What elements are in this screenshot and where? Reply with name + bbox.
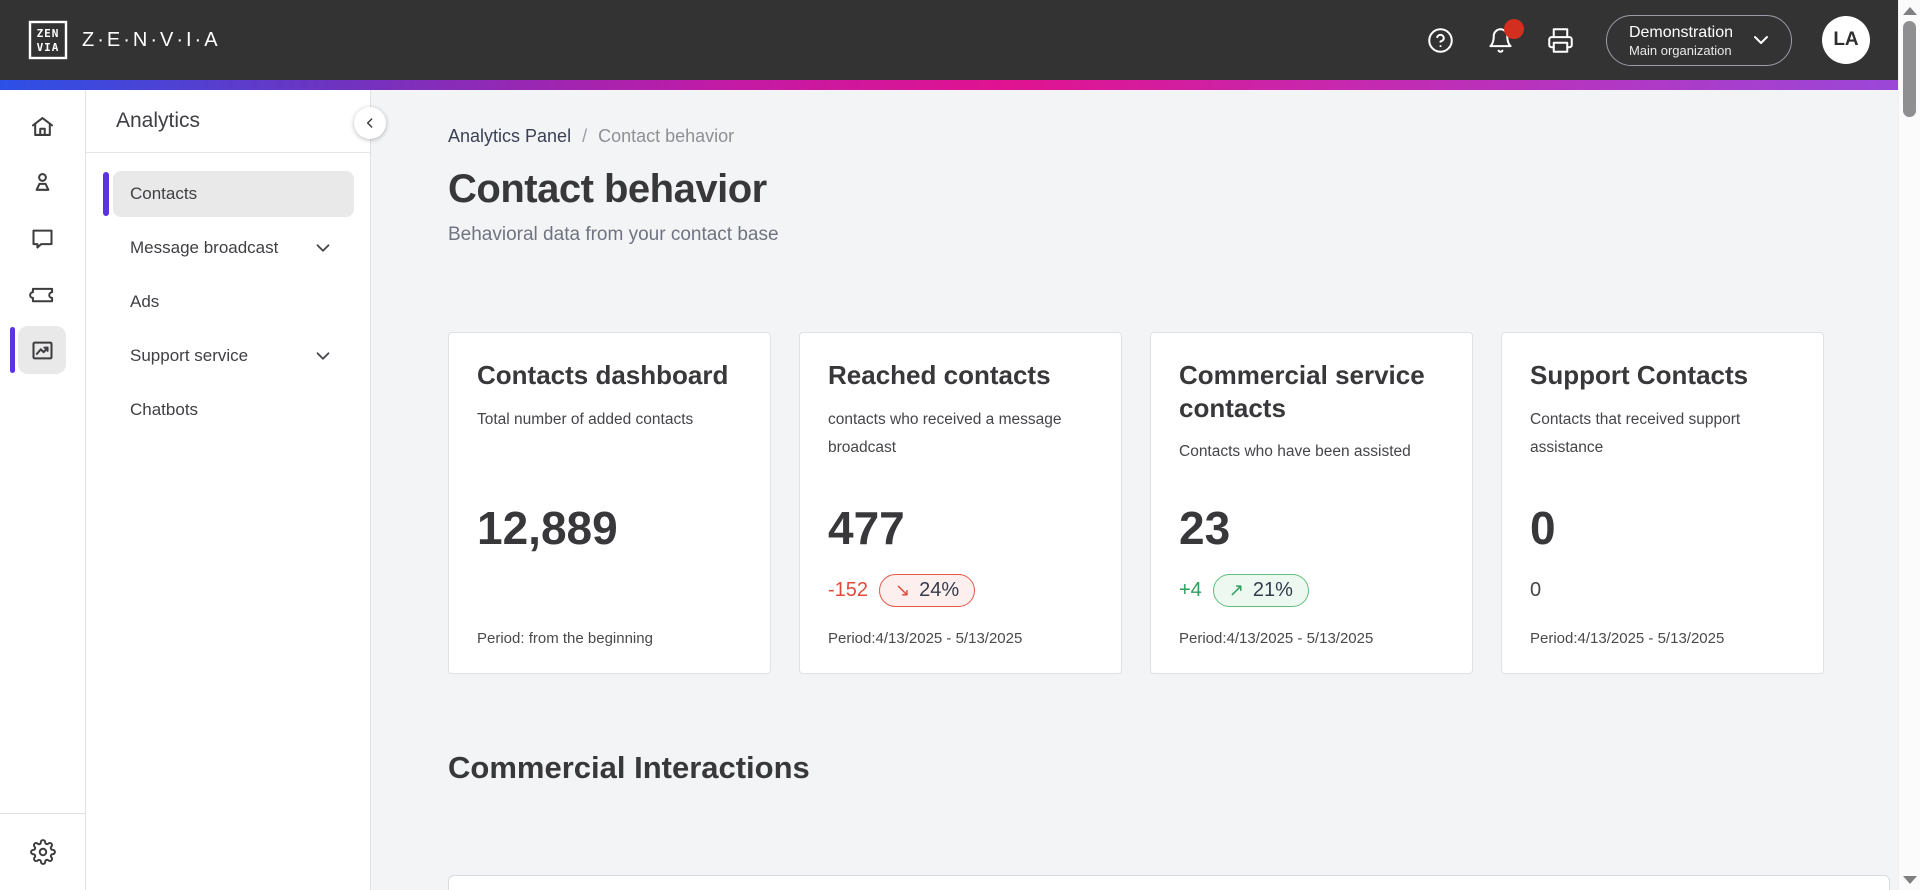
sidebar-item-label: Message broadcast bbox=[130, 238, 279, 257]
card-contacts-dashboard: Contacts dashboard Total number of added… bbox=[448, 332, 771, 674]
sidebar-menu: Contacts Message broadcast Ads Support s… bbox=[86, 153, 370, 433]
svg-text:VIA: VIA bbox=[37, 41, 60, 54]
scrollbar-thumb[interactable] bbox=[1903, 21, 1916, 117]
line-chart-icon bbox=[32, 341, 53, 359]
chevron-left-icon bbox=[366, 118, 373, 128]
sidebar-item-label: Support service bbox=[130, 346, 249, 365]
home-icon bbox=[31, 116, 54, 136]
card-commercial-service-contacts: Commercial service contacts Contacts who… bbox=[1150, 332, 1473, 674]
scrollbar-up-arrow[interactable] bbox=[1903, 7, 1917, 15]
card-delta-row: 0 bbox=[1530, 571, 1541, 609]
organization-selector[interactable]: Demonstration Main organization bbox=[1605, 14, 1792, 66]
chevron-down-icon bbox=[316, 352, 330, 360]
card-period: Period:4/13/2025 - 5/13/2025 bbox=[1179, 630, 1374, 647]
rail-item-messages[interactable] bbox=[0, 214, 85, 262]
card-reached-contacts: Reached contacts contacts who received a… bbox=[799, 332, 1122, 674]
sidebar-item-chatbots[interactable]: Chatbots bbox=[113, 387, 354, 433]
page-scrollbar[interactable] bbox=[1898, 0, 1920, 890]
rail-item-home[interactable] bbox=[0, 102, 85, 150]
trend-percent: 21% bbox=[1252, 578, 1293, 601]
sidebar-item-message-broadcast[interactable]: Message broadcast bbox=[113, 225, 354, 271]
card-value: 0 bbox=[1530, 502, 1556, 554]
card-description: Total number of added contacts bbox=[477, 410, 694, 428]
sidebar-item-label: Ads bbox=[130, 292, 160, 311]
breadcrumb-separator: / bbox=[582, 126, 588, 146]
trend-up-arrow-icon: ↗ bbox=[1228, 579, 1244, 600]
sidebar-item-contacts[interactable]: Contacts bbox=[103, 171, 354, 217]
gear-icon bbox=[29, 839, 56, 865]
brand-wordmark: Z·E·N·V·I·A bbox=[82, 28, 221, 51]
main-content: Analytics Panel / Contact behavior Conta… bbox=[371, 90, 1898, 890]
commercial-interactions-card bbox=[448, 875, 1890, 890]
section-heading-commercial-interactions: Commercial Interactions bbox=[448, 750, 810, 785]
sidebar-item-support-service[interactable]: Support service bbox=[113, 333, 354, 379]
zenvia-logo-icon: ZEN VIA bbox=[28, 20, 68, 60]
ticket-icon bbox=[29, 287, 54, 302]
person-icon bbox=[35, 172, 50, 191]
help-icon[interactable] bbox=[1426, 25, 1456, 55]
breadcrumb-current: Contact behavior bbox=[598, 126, 735, 146]
icon-rail bbox=[0, 90, 86, 890]
card-period: Period: from the beginning bbox=[477, 630, 653, 647]
card-value: 477 bbox=[828, 502, 905, 554]
card-period: Period:4/13/2025 - 5/13/2025 bbox=[828, 630, 1023, 647]
printer-icon[interactable] bbox=[1546, 25, 1576, 55]
delta-value: +4 bbox=[1179, 578, 1202, 601]
card-value: 23 bbox=[1179, 502, 1231, 554]
trend-percent: 24% bbox=[919, 578, 960, 601]
sidebar-item-label: Chatbots bbox=[130, 400, 199, 419]
svg-text:ZEN: ZEN bbox=[37, 27, 60, 40]
card-title: Contacts dashboard bbox=[477, 360, 729, 390]
sidebar-item-label: Contacts bbox=[130, 184, 198, 203]
chat-icon bbox=[32, 229, 53, 249]
scrollbar-down-arrow[interactable] bbox=[1903, 876, 1917, 884]
trend-down-arrow-icon: ↘ bbox=[895, 579, 911, 600]
card-description: contacts who received a message broadcas… bbox=[828, 410, 1062, 457]
card-delta-row: -152 ↘ 24% bbox=[828, 571, 976, 609]
notification-dot bbox=[1503, 19, 1524, 39]
card-description: Contacts who have been assisted bbox=[1179, 443, 1411, 460]
rail-item-settings[interactable] bbox=[0, 813, 85, 890]
card-period: Period:4/13/2025 - 5/13/2025 bbox=[1530, 630, 1725, 647]
chevron-down-icon bbox=[1754, 36, 1768, 44]
top-header: ZEN VIA Z·E·N·V·I·A Demonstration Main o… bbox=[0, 0, 1898, 80]
brand-gradient-bar bbox=[0, 80, 1898, 90]
page-subtitle: Behavioral data from your contact base bbox=[448, 224, 779, 245]
analytics-sidebar: Analytics Contacts Message broadcast Ads… bbox=[86, 90, 386, 890]
trend-badge-down: ↘ 24% bbox=[879, 573, 976, 607]
delta-value: -152 bbox=[828, 578, 869, 601]
delta-value: 0 bbox=[1530, 578, 1542, 601]
card-value: 12,889 bbox=[477, 502, 618, 554]
header-actions: Demonstration Main organization LA bbox=[1426, 14, 1870, 66]
notifications-bell-icon[interactable] bbox=[1486, 19, 1524, 55]
sidebar-collapse-button[interactable] bbox=[354, 107, 386, 139]
rail-item-analytics[interactable] bbox=[0, 326, 85, 374]
chevron-down-icon bbox=[316, 244, 330, 252]
avatar[interactable]: LA bbox=[1822, 16, 1870, 64]
kpi-cards-row: Contacts dashboard Total number of added… bbox=[448, 332, 1890, 674]
sidebar-item-ads[interactable]: Ads bbox=[113, 279, 354, 325]
organization-type: Main organization bbox=[1628, 42, 1732, 58]
card-delta-row: +4 ↗ 21% bbox=[1179, 571, 1309, 609]
card-support-contacts: Support Contacts Contacts that received … bbox=[1501, 332, 1824, 674]
breadcrumb: Analytics Panel / Contact behavior bbox=[448, 126, 1890, 147]
zenvia-logo[interactable]: ZEN VIA Z·E·N·V·I·A bbox=[28, 20, 221, 60]
card-title: Commercial service contacts bbox=[1179, 360, 1425, 423]
page-title: Contact behavior bbox=[448, 167, 767, 211]
rail-item-sales[interactable] bbox=[0, 270, 85, 318]
breadcrumb-analytics-panel[interactable]: Analytics Panel bbox=[448, 126, 572, 146]
organization-name: Demonstration bbox=[1628, 23, 1733, 41]
rail-item-contacts[interactable] bbox=[0, 158, 85, 206]
sidebar-header: Analytics bbox=[86, 90, 370, 153]
active-rail-indicator bbox=[10, 327, 15, 373]
card-description: Contacts that received support assistanc… bbox=[1530, 410, 1741, 457]
card-title: Reached contacts bbox=[828, 360, 1051, 390]
trend-badge-up: ↗ 21% bbox=[1212, 573, 1309, 607]
sidebar-title: Analytics bbox=[116, 109, 201, 132]
card-title: Support Contacts bbox=[1530, 360, 1749, 390]
